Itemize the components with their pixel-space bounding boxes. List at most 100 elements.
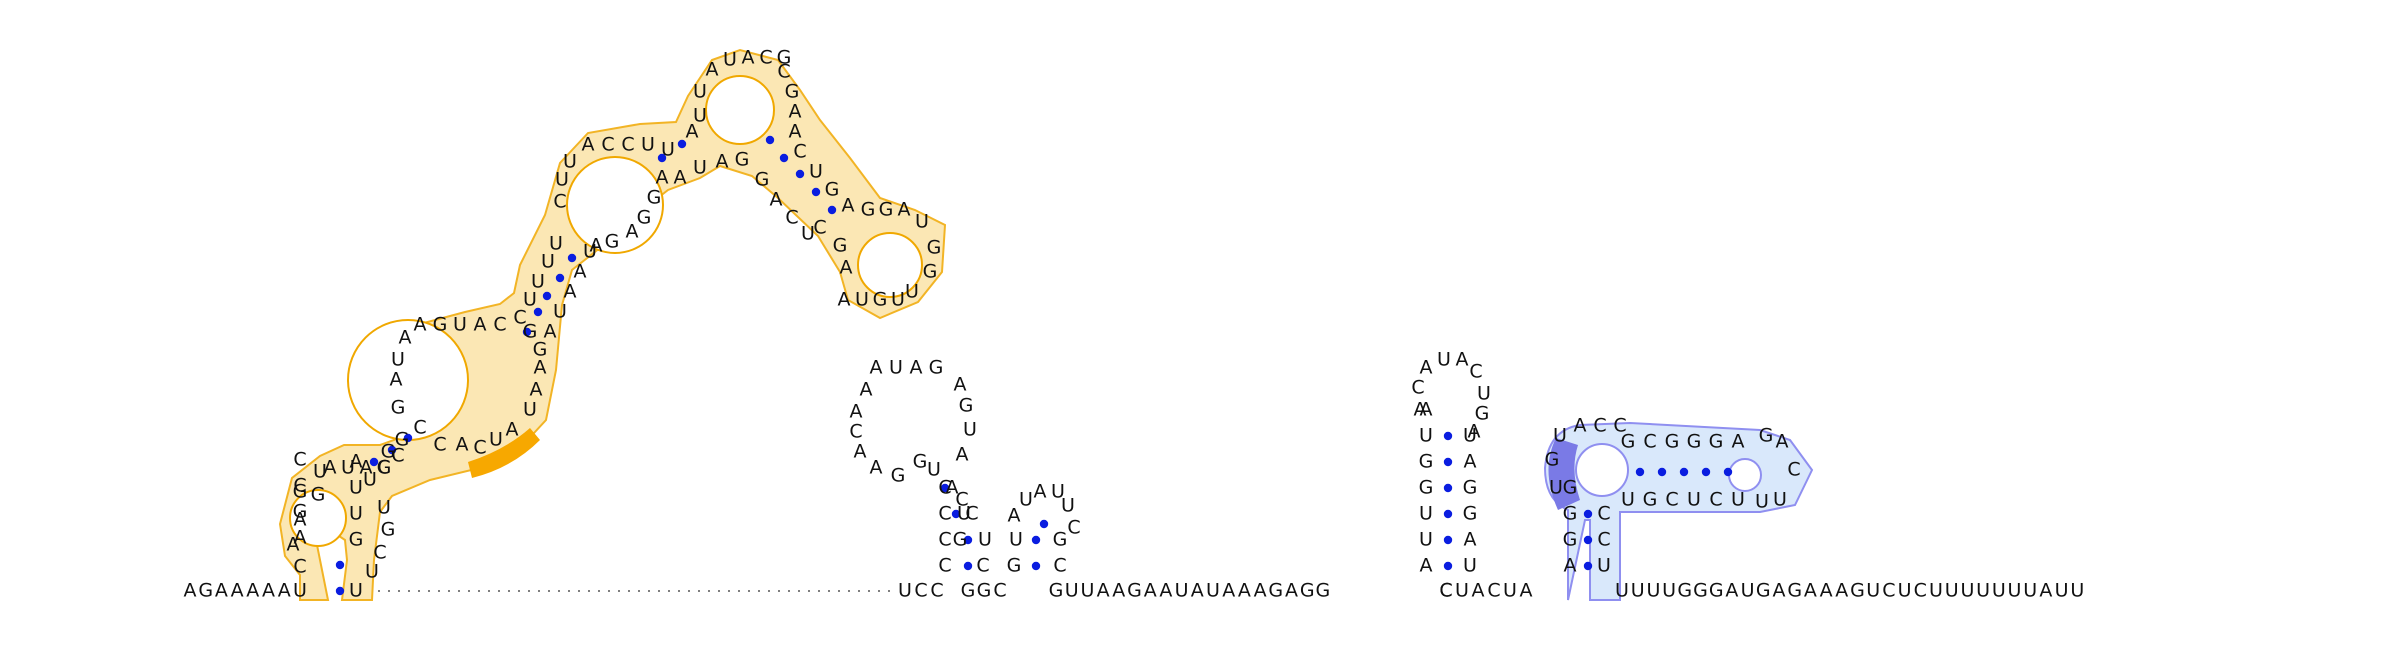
nucleotide: A: [590, 235, 603, 257]
nucleotide: C: [1487, 580, 1500, 602]
nucleotide: G: [927, 237, 942, 259]
nucleotide: G: [1463, 503, 1478, 525]
nucleotide: A: [854, 441, 867, 463]
nucleotide: G: [1316, 580, 1331, 602]
nucleotide: A: [850, 401, 863, 423]
nucleotide: U: [1419, 503, 1433, 525]
nucleotide: U: [313, 461, 327, 483]
nucleotide: C: [993, 580, 1006, 602]
nucleotide: A: [1034, 481, 1047, 503]
nucleotide: C: [377, 457, 390, 479]
nucleotide: U: [1773, 489, 1787, 511]
nucleotide: G: [395, 429, 410, 451]
nucleotide: C: [293, 475, 306, 497]
nucleotide: C: [1439, 580, 1452, 602]
nucleotide: A: [1456, 349, 1469, 371]
nucleotide: U: [1065, 580, 1079, 602]
base-pair-dot: [940, 483, 950, 493]
nucleotide: U: [391, 349, 405, 371]
nucleotide: C: [1053, 555, 1066, 577]
nucleotide: U: [801, 223, 815, 245]
nucleotide: U: [1051, 481, 1065, 503]
base-pair-dot: [677, 139, 687, 149]
nucleotide: A: [287, 534, 300, 556]
nucleotide: G: [377, 457, 392, 479]
nucleotide: G: [311, 484, 326, 506]
nucleotide: U: [1463, 425, 1477, 447]
nucleotide: U: [1503, 580, 1517, 602]
loop-hole: [1728, 458, 1762, 492]
base-pair-dot: [1701, 467, 1711, 477]
nucleotide: A: [1285, 580, 1298, 602]
nucleotide: G: [198, 580, 213, 602]
base-pair-dot: [335, 560, 345, 570]
nucleotide: U: [855, 289, 869, 311]
nucleotide: A: [770, 189, 783, 211]
nucleotide: U: [583, 241, 597, 263]
nucleotide: A: [1804, 580, 1817, 602]
nucleotide: A: [1191, 580, 1204, 602]
nucleotide: C: [849, 421, 862, 443]
nucleotide: C: [1914, 580, 1927, 602]
nucleotide: G: [755, 169, 770, 191]
nucleotide: G: [879, 199, 894, 221]
nucleotide: U: [1755, 491, 1769, 513]
nucleotide: A: [626, 221, 639, 243]
nucleotide: A: [399, 327, 412, 349]
nucleotide: C: [433, 434, 446, 456]
loop-hole: [857, 232, 923, 298]
nucleotide: A: [1574, 415, 1587, 437]
nucleotide: U: [2070, 580, 2084, 602]
nucleotide: A: [1464, 451, 1477, 473]
nucleotide: G: [833, 235, 848, 257]
nucleotide: U: [905, 281, 919, 303]
nucleotide: A: [656, 167, 669, 189]
nucleotide: A: [582, 134, 595, 156]
nucleotide: U: [1945, 580, 1959, 602]
nucleotide: U: [1741, 580, 1755, 602]
nucleotide: A: [1420, 399, 1433, 421]
nucleotide: C: [413, 417, 426, 439]
nucleotide: A: [789, 121, 802, 143]
base-pair-dot: [1443, 431, 1453, 441]
nucleotide: A: [1414, 399, 1427, 421]
nucleotide: U: [1976, 580, 1990, 602]
nucleotide: C: [391, 445, 404, 467]
nucleotide: U: [349, 580, 363, 602]
nucleotide: G: [825, 179, 840, 201]
base-pair-dot: [1583, 509, 1593, 519]
base-pair-dot: [1039, 519, 1049, 529]
nucleotide: U: [549, 233, 563, 255]
nucleotide: C: [1787, 459, 1800, 481]
nucleotide: C: [955, 489, 968, 511]
nucleotide: A: [1732, 431, 1745, 453]
nucleotide: G: [1693, 580, 1708, 602]
nucleotide: G: [381, 441, 396, 463]
base-pair-dot: [1635, 467, 1645, 477]
nucleotide: A: [231, 580, 244, 602]
nucleotide: G: [1709, 431, 1724, 453]
nucleotide: U: [2055, 580, 2069, 602]
nucleotide: C: [553, 191, 566, 213]
nucleotide: C: [1882, 580, 1895, 602]
nucleotide: C: [293, 449, 306, 471]
nucleotide: U: [978, 529, 992, 551]
nucleotide: A: [1835, 580, 1848, 602]
nucleotide: C: [785, 207, 798, 229]
nucleotide: C: [373, 542, 386, 564]
nucleotide: A: [716, 151, 729, 173]
nucleotide: A: [324, 457, 337, 479]
nucleotide: C: [914, 580, 927, 602]
loop-hole: [1575, 443, 1629, 497]
nucleotide: G: [1621, 431, 1636, 453]
nucleotide: A: [1464, 529, 1477, 551]
nucleotide: G: [1709, 580, 1724, 602]
nucleotide: G: [1419, 477, 1434, 499]
base-pair-dot: [1583, 535, 1593, 545]
base-pair-dot: [779, 153, 789, 163]
nucleotide: U: [1631, 580, 1645, 602]
nucleotide: U: [1463, 555, 1477, 577]
nucleotide: A: [956, 444, 969, 466]
base-pair-dot: [567, 253, 577, 263]
nucleotide: A: [1144, 580, 1157, 602]
